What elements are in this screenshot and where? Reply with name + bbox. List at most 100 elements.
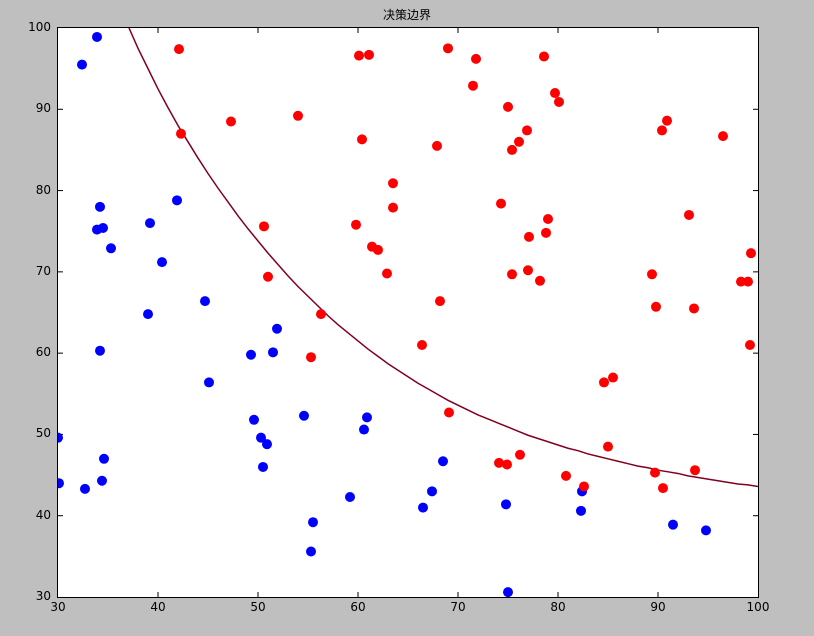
data-point: [514, 136, 524, 147]
data-point: [502, 459, 512, 470]
data-point: [689, 303, 699, 314]
data-point: [272, 323, 282, 334]
data-point: [316, 309, 326, 320]
data-point: [357, 134, 367, 145]
data-point: [515, 449, 525, 460]
data-point: [226, 116, 236, 127]
decision-boundary-path: [128, 28, 758, 488]
data-point: [388, 202, 398, 213]
x-tick-label: 60: [350, 600, 366, 614]
data-point: [359, 424, 369, 435]
data-point: [541, 227, 551, 238]
x-tick-label: 90: [650, 600, 666, 614]
data-point: [668, 519, 678, 530]
data-point: [345, 492, 355, 503]
data-points: [58, 31, 756, 597]
data-point: [306, 352, 316, 363]
data-point: [651, 301, 661, 312]
data-point: [95, 201, 105, 212]
data-point: [417, 340, 427, 351]
data-point: [576, 505, 586, 516]
x-tick-label: 30: [50, 600, 66, 614]
data-point: [690, 465, 700, 476]
data-point: [435, 296, 445, 307]
data-point: [92, 31, 102, 42]
data-point: [157, 257, 167, 268]
tick-marks: [58, 28, 758, 597]
data-point: [561, 470, 571, 481]
data-point: [507, 269, 517, 280]
data-point: [494, 457, 504, 468]
data-point: [58, 478, 64, 489]
data-point: [599, 377, 609, 388]
y-tick-label: 30: [35, 589, 51, 603]
y-tick-label: 40: [35, 507, 51, 522]
data-point: [299, 410, 309, 421]
data-point: [501, 499, 511, 510]
data-point: [443, 43, 453, 54]
data-point: [58, 432, 63, 443]
data-point: [263, 271, 273, 282]
data-point: [745, 340, 755, 351]
data-point: [657, 125, 667, 136]
y-tick-label: 50: [35, 426, 51, 441]
plot-axes: [57, 27, 759, 598]
data-point: [608, 372, 618, 383]
data-point: [106, 243, 116, 254]
y-tick-label: 100: [28, 20, 51, 34]
data-point: [262, 439, 272, 450]
x-tick-label: 70: [450, 600, 466, 614]
data-point: [503, 101, 513, 112]
data-point: [539, 51, 549, 62]
data-point: [97, 475, 107, 486]
data-point: [308, 517, 318, 528]
data-point: [427, 486, 437, 497]
data-point: [99, 453, 109, 464]
data-point: [662, 115, 672, 126]
data-point: [268, 347, 278, 358]
data-point: [172, 195, 182, 206]
data-point: [471, 53, 481, 64]
page-title: 决策边界: [382, 8, 431, 22]
y-tick-label: 70: [35, 263, 51, 278]
data-point: [364, 49, 374, 60]
data-point: [246, 349, 256, 360]
data-point: [204, 377, 214, 388]
data-point: [77, 59, 87, 70]
data-point: [80, 483, 90, 494]
data-point: [306, 546, 316, 557]
data-point: [351, 219, 361, 230]
data-point: [736, 276, 746, 287]
y-tick-label: 90: [35, 101, 51, 116]
data-point: [256, 432, 266, 443]
data-point: [550, 88, 560, 99]
data-point: [382, 268, 392, 279]
data-point: [259, 221, 269, 232]
data-point: [718, 131, 728, 142]
data-point: [143, 309, 153, 320]
x-tick-label: 100: [746, 600, 770, 614]
data-point: [258, 461, 268, 472]
x-axis-tick-labels: 30 40 50 60 70 80 90 100: [50, 600, 769, 617]
data-point: [249, 414, 259, 425]
x-tick-label: 50: [250, 600, 266, 614]
data-point: [535, 275, 545, 286]
series-class-1: [174, 43, 756, 494]
data-point: [684, 209, 694, 220]
data-point: [176, 128, 186, 139]
data-point: [468, 80, 478, 91]
series-class-0: [58, 31, 711, 597]
data-point: [145, 218, 155, 229]
data-point: [200, 296, 210, 307]
data-point: [554, 96, 564, 107]
decision-boundary-curve: [128, 28, 758, 488]
data-point: [98, 222, 108, 233]
data-point: [373, 244, 383, 255]
y-tick-label: 60: [35, 345, 51, 360]
data-point: [650, 467, 660, 478]
data-point: [579, 481, 589, 492]
data-point: [444, 407, 454, 418]
data-point: [388, 178, 398, 189]
data-point: [507, 144, 517, 155]
